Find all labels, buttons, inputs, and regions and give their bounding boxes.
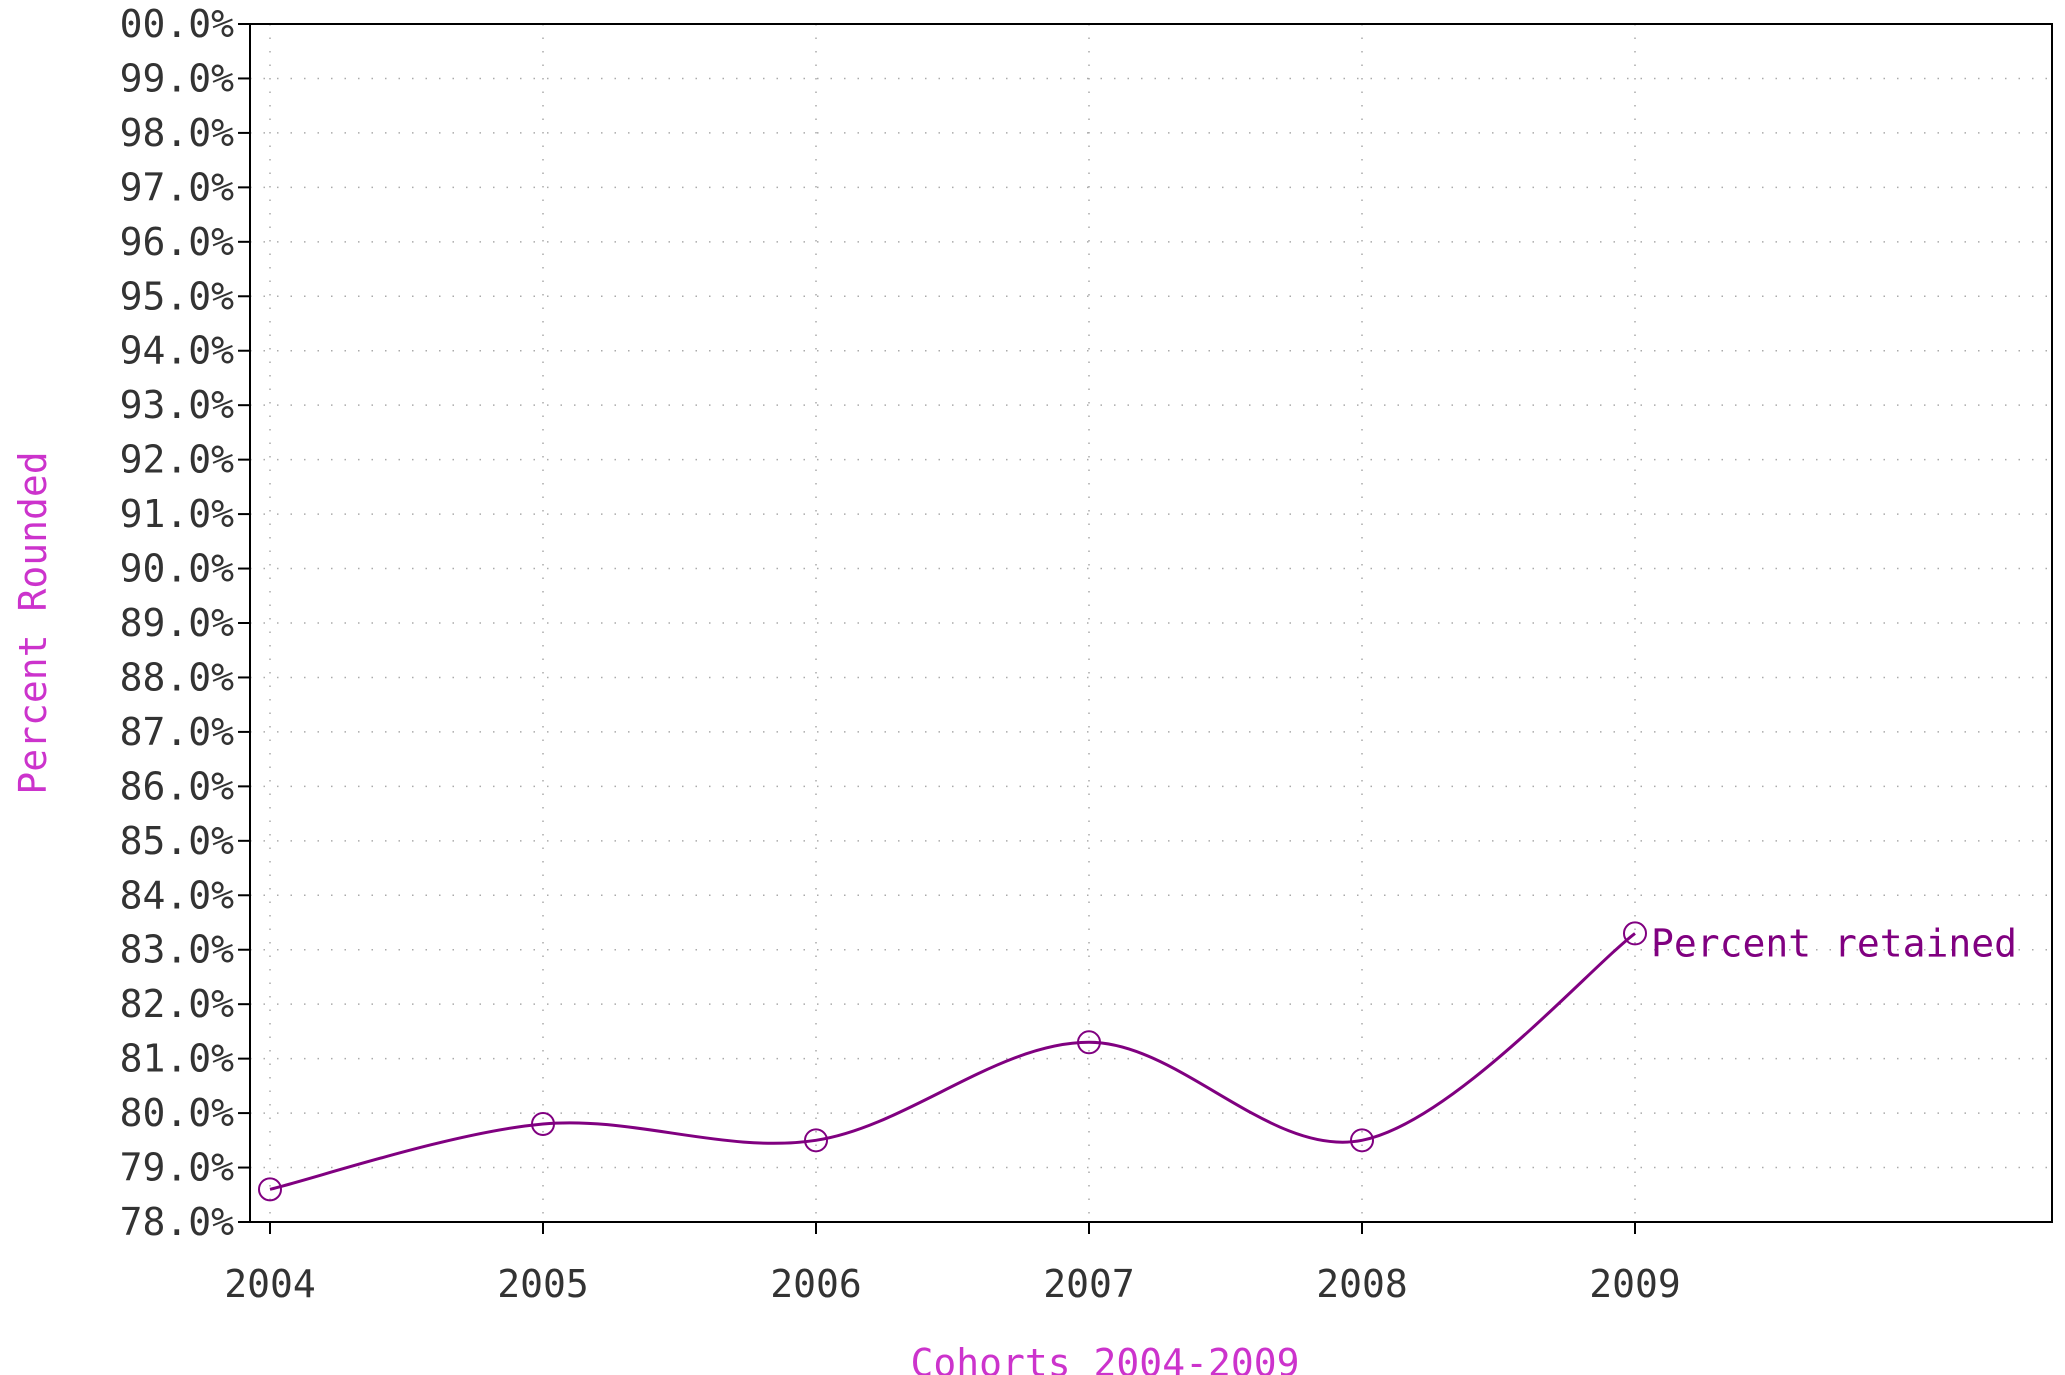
y-axis-title: Percent Rounded xyxy=(11,451,55,794)
y-tick-label: 97.0% xyxy=(120,165,235,209)
y-tick-label: 00.0% xyxy=(120,2,235,46)
y-tick-label: 90.0% xyxy=(120,547,235,591)
x-axis-title: Cohorts 2004-2009 xyxy=(911,1341,1300,1375)
y-tick-label: 81.0% xyxy=(120,1037,235,1081)
y-tick-label: 85.0% xyxy=(120,819,235,863)
y-tick-label: 98.0% xyxy=(120,111,235,155)
y-tick-label: 80.0% xyxy=(120,1091,235,1135)
y-tick-label: 82.0% xyxy=(120,982,235,1026)
data-point xyxy=(531,1111,555,1136)
data-point xyxy=(804,1128,828,1153)
y-tick-label: 92.0% xyxy=(120,438,235,482)
y-tick-label: 93.0% xyxy=(120,383,235,427)
y-tick-label: 88.0% xyxy=(120,655,235,699)
y-tick-label: 96.0% xyxy=(120,220,235,264)
x-axis: 2004 2005 2006 2007 2008 2009 xyxy=(224,1222,1681,1306)
y-tick-label: 87.0% xyxy=(120,710,235,754)
data-point xyxy=(1350,1128,1374,1153)
y-tick-label: 99.0% xyxy=(120,56,235,100)
x-tick-label: 2008 xyxy=(1316,1262,1408,1306)
y-tick-label: 83.0% xyxy=(120,928,235,972)
x-tick-label: 2007 xyxy=(1043,1262,1135,1306)
y-tick-label: 91.0% xyxy=(120,492,235,536)
x-tick-label: 2005 xyxy=(497,1262,589,1306)
grid-layer xyxy=(250,24,2052,1222)
y-tick-label: 78.0% xyxy=(120,1200,235,1244)
y-tick-label: 95.0% xyxy=(120,274,235,318)
y-tick-label: 94.0% xyxy=(120,329,235,373)
x-tick-label: 2009 xyxy=(1589,1262,1681,1306)
y-tick-label: 89.0% xyxy=(120,601,235,645)
series-layer: Percent retained xyxy=(258,921,2017,1202)
x-tick-label: 2006 xyxy=(770,1262,862,1306)
y-tick-label: 86.0% xyxy=(120,764,235,808)
data-point xyxy=(258,1177,282,1202)
x-tick-label: 2004 xyxy=(224,1262,316,1306)
data-point xyxy=(1077,1030,1101,1055)
data-point xyxy=(1623,921,1647,946)
y-tick-label: 84.0% xyxy=(120,873,235,917)
series-label: Percent retained xyxy=(1651,921,2017,965)
y-axis: 78.0% 79.0% 80.0% 81.0% 82.0% 83.0% 84.0% 85.0%… xyxy=(120,2,250,1244)
series-line xyxy=(269,932,1636,1191)
y-tick-label: 79.0% xyxy=(120,1146,235,1190)
